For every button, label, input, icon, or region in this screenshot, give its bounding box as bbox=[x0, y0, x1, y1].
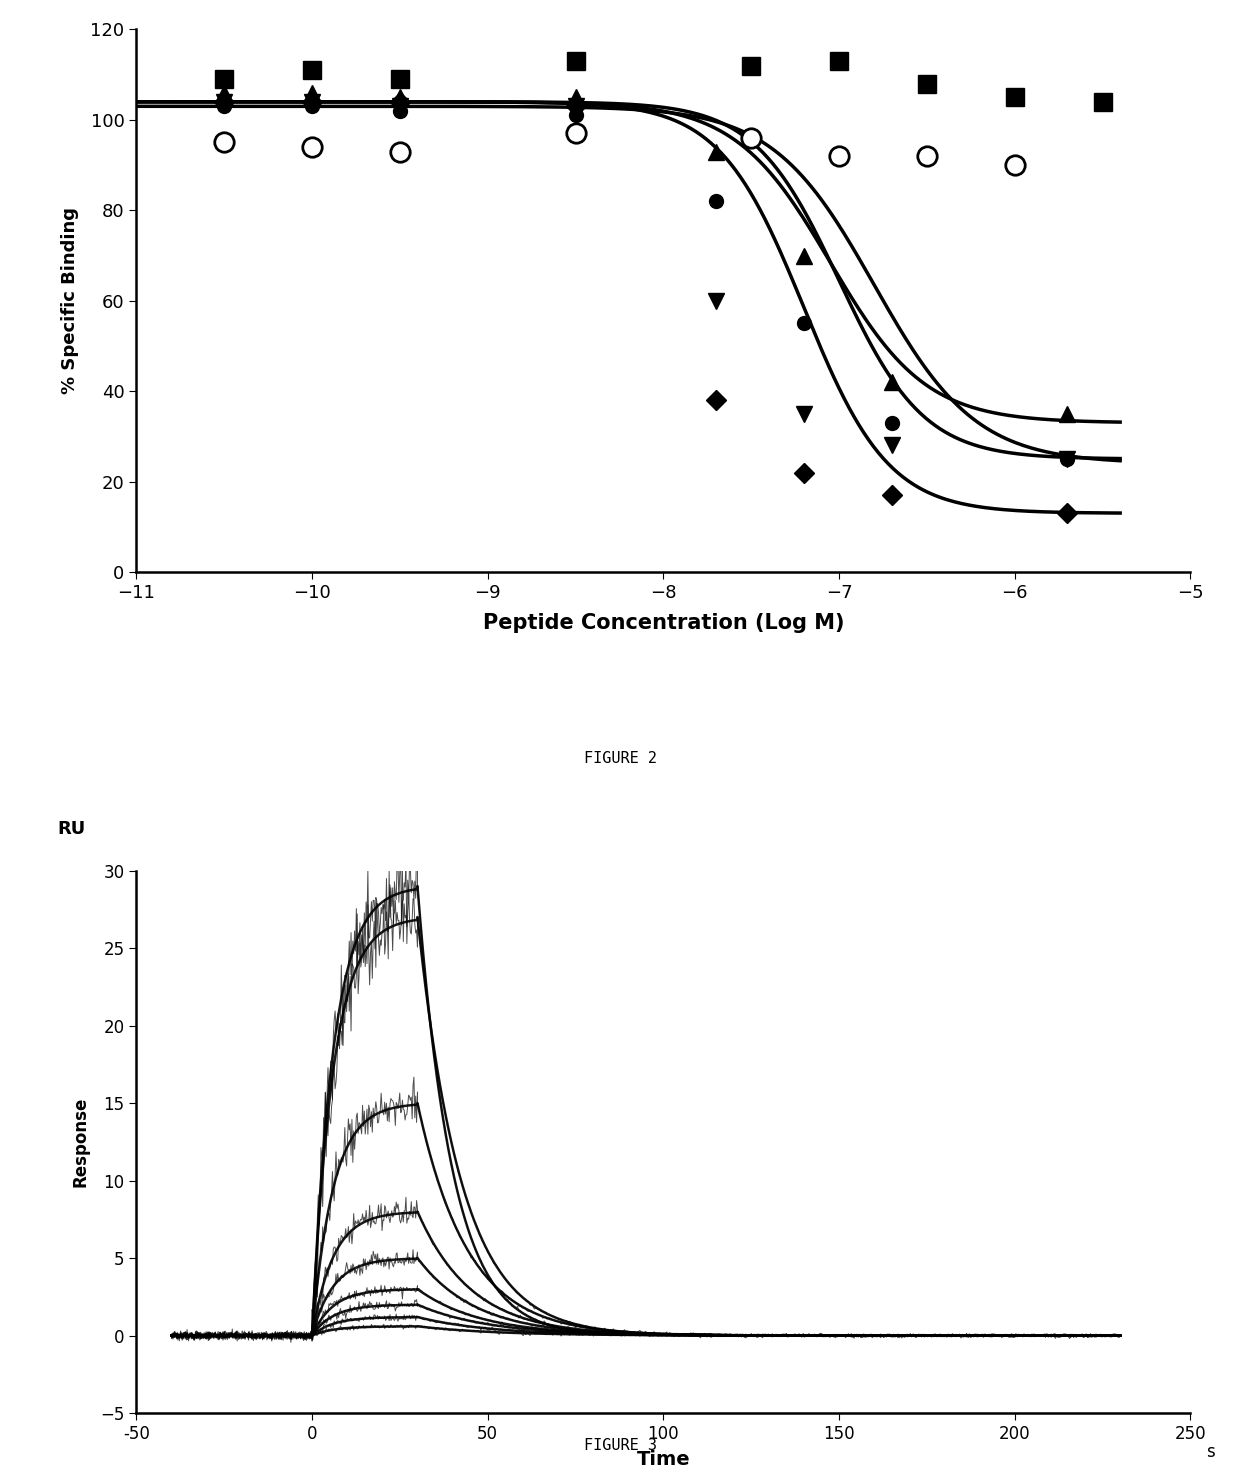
Text: RU: RU bbox=[57, 820, 86, 838]
Text: FIGURE 2: FIGURE 2 bbox=[584, 751, 656, 765]
Text: s: s bbox=[1207, 1443, 1215, 1462]
Y-axis label: % Specific Binding: % Specific Binding bbox=[61, 208, 79, 394]
X-axis label: Time: Time bbox=[636, 1450, 691, 1469]
X-axis label: Peptide Concentration (Log M): Peptide Concentration (Log M) bbox=[482, 612, 844, 633]
Text: FIGURE 3: FIGURE 3 bbox=[584, 1438, 656, 1453]
Y-axis label: Response: Response bbox=[71, 1097, 89, 1186]
